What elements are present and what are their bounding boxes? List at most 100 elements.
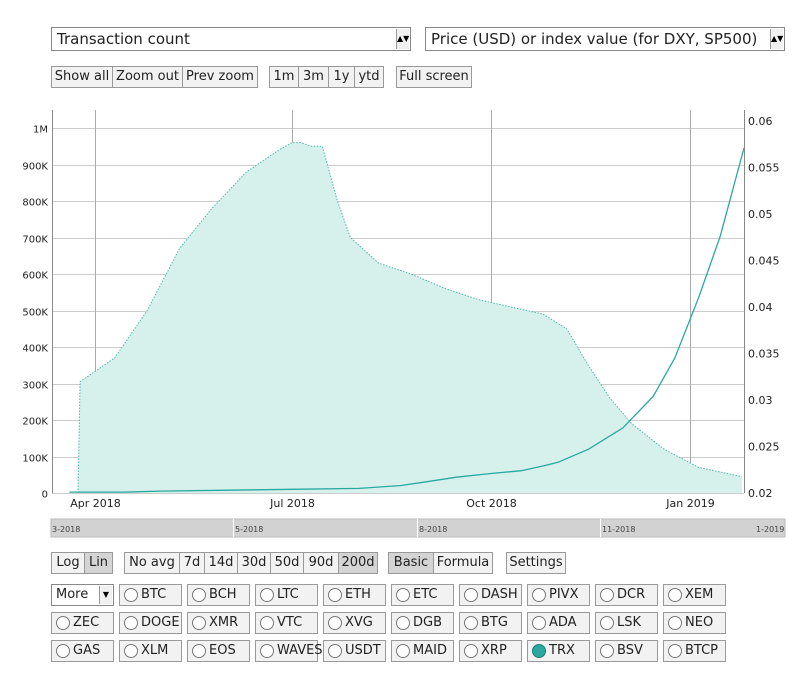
coin-xvg-radio[interactable]: XVG <box>323 612 386 634</box>
coin-label: XLM <box>141 643 169 658</box>
transaction-count-line <box>77 142 742 494</box>
coin-label: USDT <box>345 643 381 658</box>
coin-waves-radio[interactable]: WAVES <box>255 640 323 662</box>
radio-icon <box>668 644 682 658</box>
mode-basic-button[interactable]: Basic <box>388 552 434 574</box>
coin-zec-radio[interactable]: ZEC <box>51 612 114 634</box>
avg-90d-button[interactable]: 90d <box>303 552 339 574</box>
coin-btcp-radio[interactable]: BTCP <box>663 640 726 662</box>
navigator-label: 11-2018 <box>602 525 635 534</box>
full-screen-button[interactable]: Full screen <box>396 66 472 88</box>
chart-series <box>69 142 745 494</box>
coin-dcr-radio[interactable]: DCR <box>595 584 658 606</box>
radio-icon <box>464 644 478 658</box>
coin-label: ETH <box>345 587 371 602</box>
zoom-out-button[interactable]: Zoom out <box>112 66 183 88</box>
left-tick-label: 700K <box>22 235 48 246</box>
right-tick-label: 0.05 <box>748 208 773 221</box>
chevron-down-icon: ▲▼ <box>770 29 783 49</box>
avg-200d-button[interactable]: 200d <box>338 552 378 574</box>
coin-eos-radio[interactable]: EOS <box>187 640 250 662</box>
coin-maid-radio[interactable]: MAID <box>391 640 454 662</box>
chart[interactable]: 0 100K 200K 300K 400K 500K 600K 700K 800K 900K 1M 0… <box>0 0 805 545</box>
left-tick-label: 600K <box>22 271 48 282</box>
radio-icon <box>532 588 546 602</box>
coin-label: BTG <box>481 615 508 630</box>
x-tick-label: Jan 2019 <box>665 497 714 510</box>
coin-trx-radio[interactable]: TRX <box>527 640 590 662</box>
range-1m-button[interactable]: 1m <box>269 66 299 88</box>
left-tick-label: 400K <box>22 344 48 355</box>
more-label: More <box>56 587 89 602</box>
radio-icon <box>396 588 410 602</box>
avg-50d-button[interactable]: 50d <box>270 552 304 574</box>
coin-label: BTC <box>141 587 167 602</box>
coin-bch-radio[interactable]: BCH <box>187 584 250 606</box>
coin-pivx-radio[interactable]: PIVX <box>527 584 590 606</box>
show-all-button[interactable]: Show all <box>51 66 113 88</box>
coin-label: ZEC <box>73 615 100 630</box>
coin-label: XRP <box>481 643 507 658</box>
scale-lin-button[interactable]: Lin <box>84 552 113 574</box>
coin-label: DCR <box>617 587 646 602</box>
coin-xmr-radio[interactable]: XMR <box>187 612 250 634</box>
mode-formula-button[interactable]: Formula <box>433 552 493 574</box>
navigator-label: 3-2018 <box>52 525 80 534</box>
range-3m-button[interactable]: 3m <box>298 66 329 88</box>
radio-icon <box>56 644 70 658</box>
coin-gas-radio[interactable]: GAS <box>51 640 114 662</box>
prev-zoom-button[interactable]: Prev zoom <box>182 66 258 88</box>
coin-label: DOGE <box>141 615 180 630</box>
avg-none-button[interactable]: No avg <box>124 552 180 574</box>
coin-label: EOS <box>209 643 236 658</box>
coin-lsk-radio[interactable]: LSK <box>595 612 658 634</box>
avg-14d-button[interactable]: 14d <box>204 552 238 574</box>
left-tick-label: 500K <box>22 308 48 319</box>
coin-xlm-radio[interactable]: XLM <box>119 640 182 662</box>
radio-icon <box>668 616 682 630</box>
right-tick-label: 0.045 <box>748 255 780 268</box>
coin-etc-radio[interactable]: ETC <box>391 584 454 606</box>
scale-log-button[interactable]: Log <box>51 552 85 574</box>
right-metric-select[interactable]: Price (USD) or index value (for DXY, SP5… <box>425 27 785 51</box>
coin-xem-radio[interactable]: XEM <box>663 584 726 606</box>
coin-xrp-radio[interactable]: XRP <box>459 640 522 662</box>
radio-icon <box>192 616 206 630</box>
settings-button[interactable]: Settings <box>506 552 566 574</box>
avg-7d-button[interactable]: 7d <box>179 552 205 574</box>
left-metric-value: Transaction count <box>57 30 190 48</box>
radio-icon <box>328 616 342 630</box>
left-tick-label: 800K <box>22 198 48 209</box>
avg-30d-button[interactable]: 30d <box>237 552 271 574</box>
radio-icon <box>532 616 546 630</box>
coin-label: MAID <box>413 643 447 658</box>
radio-icon <box>260 588 274 602</box>
coin-bsv-radio[interactable]: BSV <box>595 640 658 662</box>
range-ytd-button[interactable]: ytd <box>354 66 384 88</box>
coin-ltc-radio[interactable]: LTC <box>255 584 318 606</box>
coin-dgb-radio[interactable]: DGB <box>391 612 454 634</box>
left-metric-select[interactable]: Transaction count ▲▼ <box>51 27 411 51</box>
coin-label: XMR <box>209 615 239 630</box>
coin-dash-radio[interactable]: DASH <box>459 584 522 606</box>
radio-icon <box>124 644 138 658</box>
coin-label: XVG <box>345 615 373 630</box>
left-tick-label: 900K <box>22 162 48 173</box>
coin-eth-radio[interactable]: ETH <box>323 584 386 606</box>
coin-label: GAS <box>73 643 101 658</box>
coin-usdt-radio[interactable]: USDT <box>323 640 386 662</box>
coin-btc-radio[interactable]: BTC <box>119 584 182 606</box>
coin-doge-radio[interactable]: DOGE <box>119 612 182 634</box>
coin-label: ADA <box>549 615 577 630</box>
coin-neo-radio[interactable]: NEO <box>663 612 726 634</box>
coin-ada-radio[interactable]: ADA <box>527 612 590 634</box>
radio-icon <box>464 588 478 602</box>
left-tick-label: 1M <box>33 125 48 136</box>
right-tick-label: 0.03 <box>748 394 773 407</box>
navigator-label: 5-2018 <box>235 525 263 534</box>
more-select[interactable]: More ▼ <box>51 584 114 606</box>
right-tick-label: 0.025 <box>748 441 780 454</box>
coin-btg-radio[interactable]: BTG <box>459 612 522 634</box>
coin-vtc-radio[interactable]: VTC <box>255 612 318 634</box>
right-tick-label: 0.04 <box>748 301 773 314</box>
